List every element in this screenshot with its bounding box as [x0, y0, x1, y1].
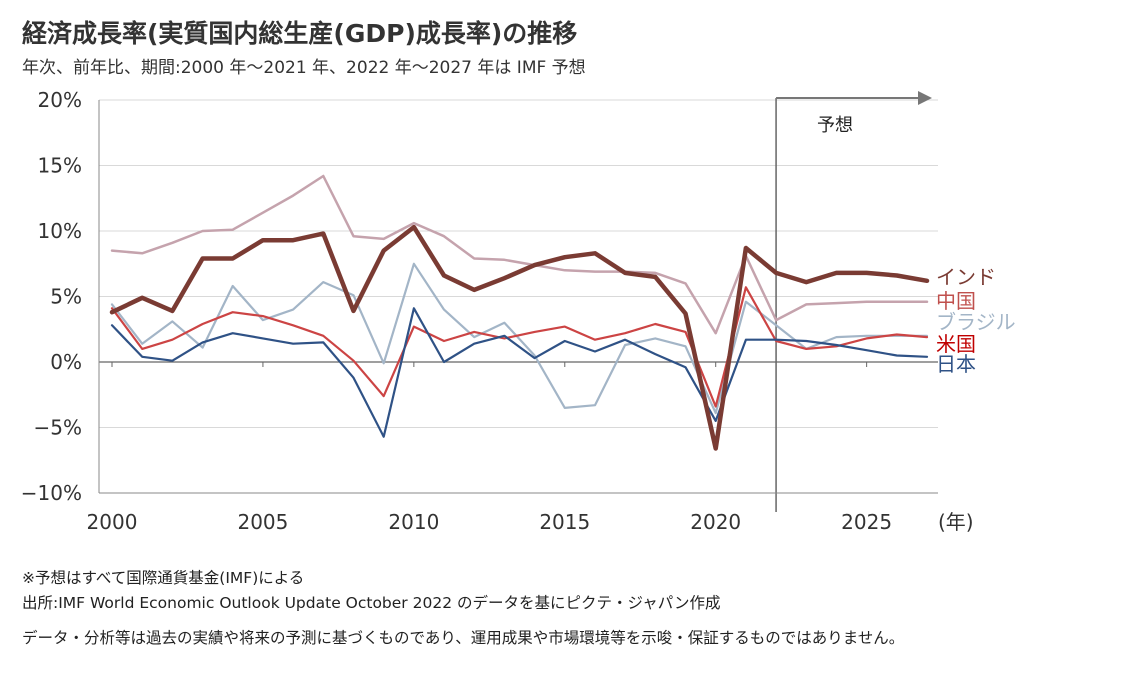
- y-tick-label: 10%: [38, 219, 82, 243]
- x-axis-label: (年): [938, 510, 974, 534]
- legend-label: ブラジル: [936, 310, 1016, 334]
- forecast-region: 予想: [775, 91, 932, 512]
- x-tick-label: 2020: [690, 510, 741, 534]
- x-tick-label: 2025: [841, 510, 892, 534]
- y-tick-label: −10%: [21, 481, 82, 505]
- y-tick-label: 20%: [38, 88, 82, 112]
- legend-label: 中国: [936, 289, 976, 313]
- legend-label: インド: [936, 265, 996, 289]
- forecast-arrow-head: [918, 91, 932, 105]
- series-line-ブラジル: [110, 262, 929, 415]
- gridlines: [99, 99, 938, 494]
- series-lines: [109, 174, 930, 451]
- series-line-インド: [109, 224, 930, 451]
- y-tick-label: 15%: [38, 154, 82, 178]
- line-chart: 予想 −10% −5% 0% 5% 10% 15% 20% 2000 2005 2010 2015 2…: [21, 88, 1016, 534]
- legend-label: 日本: [936, 352, 976, 376]
- x-tick-label: 2005: [237, 510, 288, 534]
- x-tick-label: 2015: [539, 510, 590, 534]
- note-forecast-source: ※予想はすべて国際通貨基金(IMF)による: [22, 569, 305, 587]
- x-tick-label: 2000: [87, 510, 138, 534]
- series-line-米国: [110, 286, 929, 408]
- axes: −10% −5% 0% 5% 10% 15% 20% 2000 2005 2010 2015 2020…: [21, 88, 974, 534]
- y-tick-label: 5%: [50, 285, 82, 309]
- chart-title: 経済成長率(実質国内総生産(GDP)成長率)の推移: [22, 19, 578, 48]
- series-line-日本: [110, 307, 929, 438]
- y-tick-label: −5%: [34, 416, 83, 440]
- chart-subtitle: 年次、前年比、期間:2000 年～2021 年、2022 年～2027 年は I…: [22, 58, 586, 78]
- legend-label: 米国: [936, 332, 976, 356]
- forecast-label: 予想: [817, 115, 853, 136]
- note-data-source: 出所:IMF World Economic Outlook Update Oct…: [22, 594, 721, 612]
- x-tick-label: 2010: [388, 510, 439, 534]
- note-disclaimer: データ・分析等は過去の実績や将来の予測に基づくものであり、運用成果や市場環境等を…: [22, 629, 905, 647]
- series-line-中国: [110, 174, 929, 335]
- y-tick-label: 0%: [50, 350, 82, 374]
